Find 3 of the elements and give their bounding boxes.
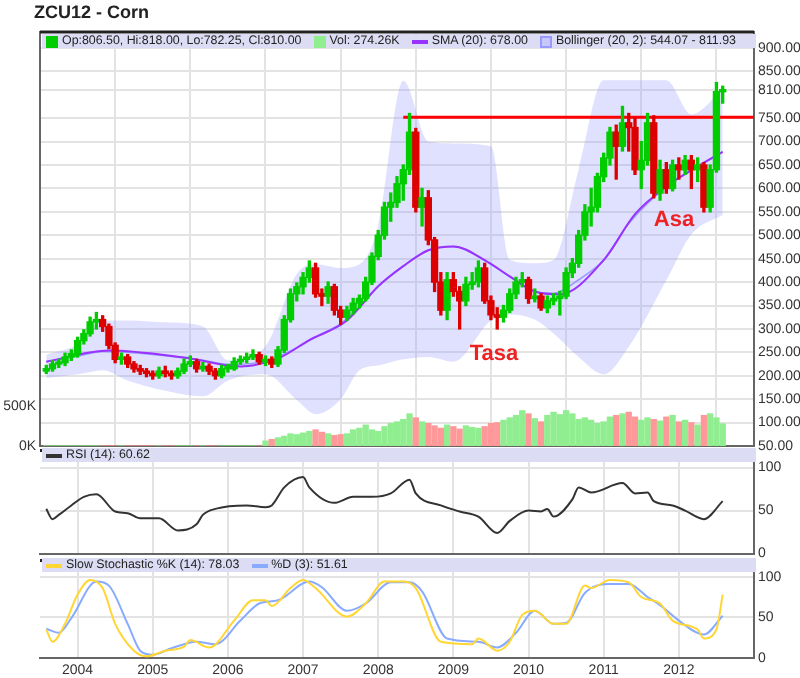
chart-title: ZCU12 - Corn [34,2,150,22]
annotation: Tasa [469,342,519,366]
annotation: Asa [653,208,695,232]
